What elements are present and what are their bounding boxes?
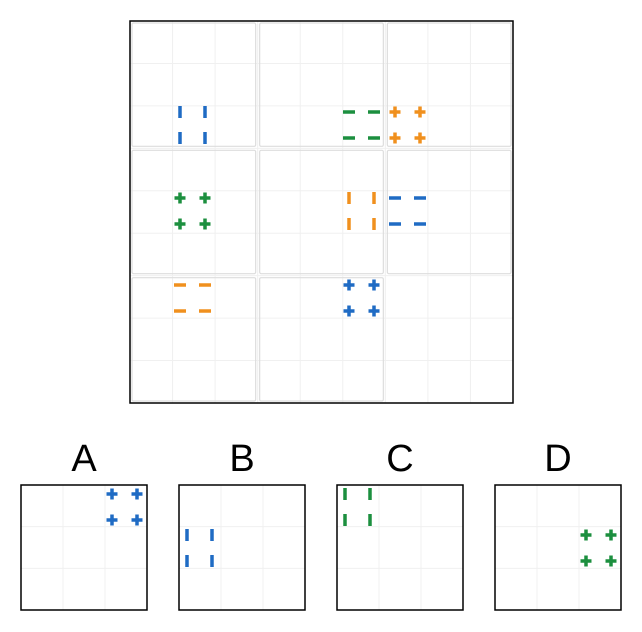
option-b[interactable]: B (178, 438, 306, 611)
option-frame (494, 484, 622, 611)
orange-bars-vertical-pattern (347, 192, 376, 230)
green-bars-vertical-pattern (343, 488, 372, 526)
option-label: B (229, 438, 254, 480)
green-crosses-pattern (580, 529, 617, 567)
matrix-cell-0-0 (131, 22, 257, 147)
orange-crosses-pattern (389, 106, 426, 144)
blue-crosses-pattern (106, 488, 143, 526)
matrix-cell-2-1 (259, 277, 384, 402)
matrix-cell-2-0 (131, 277, 257, 402)
option-c[interactable]: C (336, 438, 464, 611)
green-crosses-pattern (174, 192, 211, 230)
matrix-frame (129, 20, 514, 404)
option-frame (336, 484, 464, 611)
matrix-cell-1-0 (131, 149, 257, 275)
blue-bars-vertical-pattern (178, 106, 207, 144)
option-a[interactable]: A (20, 438, 148, 611)
option-frame (178, 484, 306, 611)
matrix-cell-0-1 (259, 22, 384, 147)
blue-bars-horizontal-pattern (389, 196, 426, 226)
option-frame (20, 484, 148, 611)
option-label: C (386, 438, 413, 480)
matrix-cell-0-2 (386, 22, 512, 147)
matrix-panel (129, 20, 514, 404)
option-label: A (71, 438, 97, 480)
orange-bars-horizontal-pattern (174, 283, 211, 313)
matrix-cell-1-2 (386, 149, 512, 275)
option-d[interactable]: D (494, 438, 622, 611)
blue-crosses-pattern (343, 279, 380, 317)
option-label: D (544, 438, 571, 480)
answer-options: A B C D (20, 438, 622, 611)
green-bars-horizontal-pattern (343, 110, 380, 140)
blue-bars-vertical-pattern (185, 529, 214, 567)
matrix-cell-1-1 (259, 149, 384, 275)
